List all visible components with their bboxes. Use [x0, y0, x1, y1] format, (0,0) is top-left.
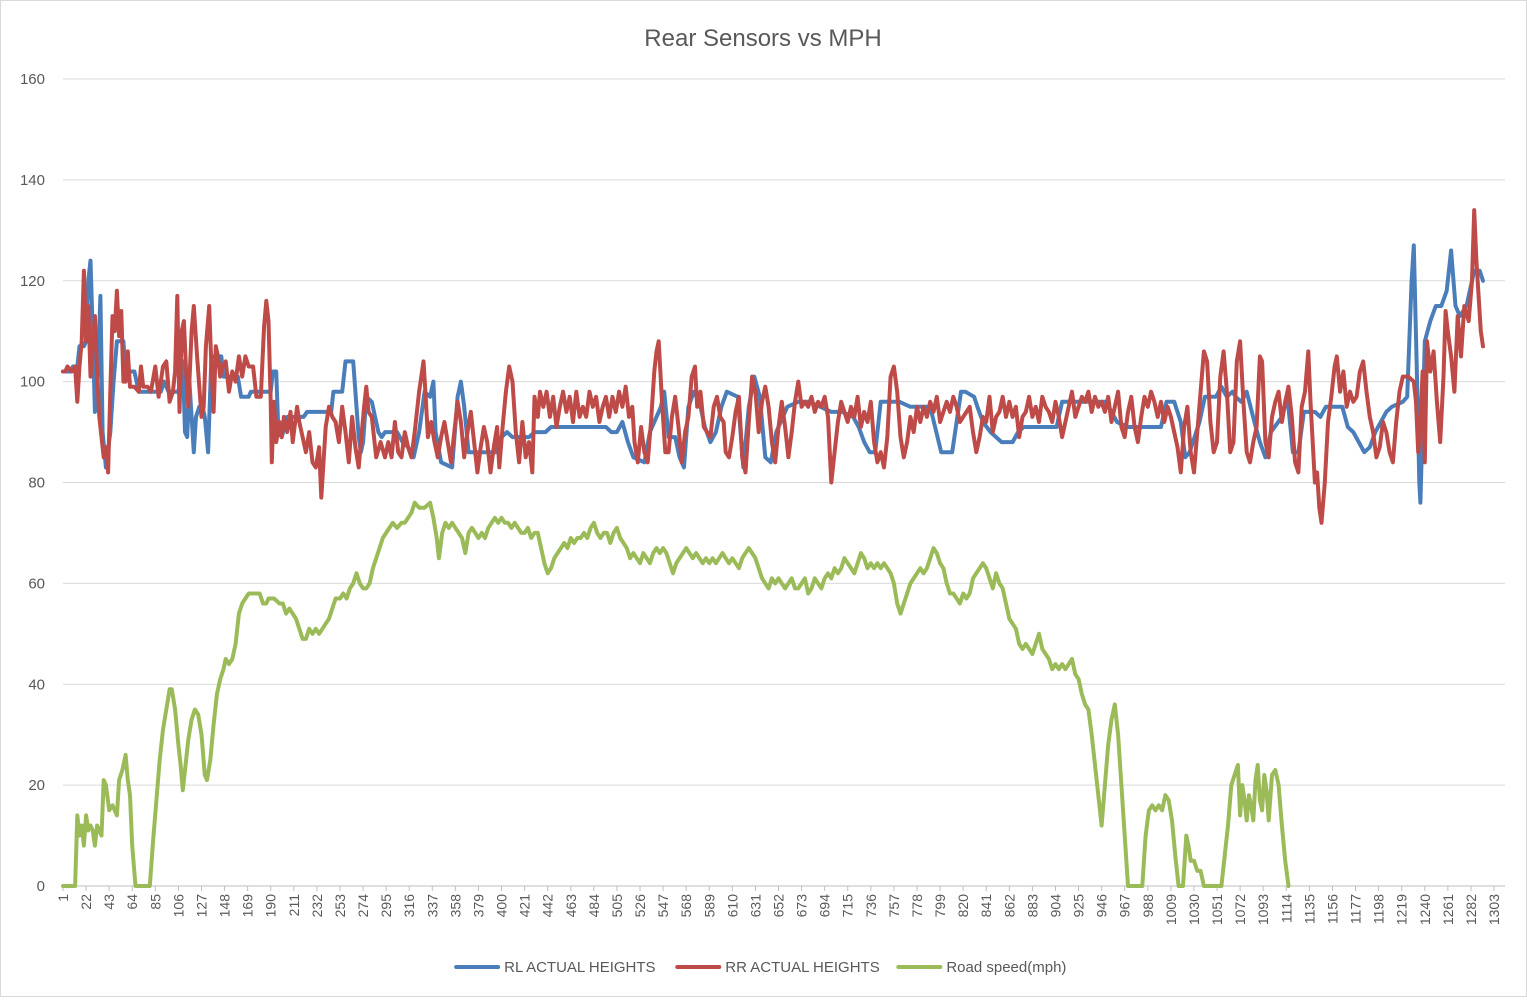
x-tick-label: 967: [1117, 894, 1133, 918]
x-tick-label: 1198: [1371, 894, 1387, 924]
x-tick-label: 1051: [1209, 894, 1225, 925]
x-tick-label: 799: [932, 894, 948, 918]
legend-label-2: RR ACTUAL HEIGHTS: [725, 959, 879, 976]
x-tick-label: 694: [817, 894, 833, 918]
legend: RL ACTUAL HEIGHTS RR ACTUAL HEIGHTS Road s…: [454, 959, 1066, 976]
series-line-2: [61, 208, 1485, 525]
x-tick-label: 421: [517, 894, 533, 918]
x-tick-label: 1219: [1394, 894, 1410, 925]
y-tick-label: 100: [20, 374, 45, 391]
legend-label-3: Road speed(mph): [946, 959, 1066, 976]
y-axis-ticks: 0 20 40 60 80 100 120 140 160: [20, 71, 45, 895]
x-tick-label: 610: [724, 894, 740, 918]
x-tick-label: 400: [494, 894, 510, 918]
x-tick-label: 22: [78, 894, 94, 910]
x-tick-label: 232: [309, 894, 325, 918]
x-tick-label: 442: [540, 894, 556, 918]
x-tick-label: 547: [655, 894, 671, 918]
chart-title: Rear Sensors vs MPH: [644, 25, 881, 52]
y-tick-label: 140: [20, 172, 45, 189]
x-tick-label: 64: [124, 894, 140, 910]
series-line-3: [61, 500, 1291, 888]
x-tick-label: 127: [193, 894, 209, 918]
x-tick-label: 463: [563, 894, 579, 918]
x-tick-label: 1135: [1301, 894, 1317, 924]
y-tick-label: 160: [20, 71, 45, 88]
x-tick-label: 106: [170, 894, 186, 918]
x-tick-label: 631: [747, 894, 763, 918]
x-tick-label: 715: [840, 894, 856, 918]
x-tick-label: 1177: [1348, 894, 1364, 924]
x-tick-label: 673: [794, 894, 810, 918]
x-tick-label: 379: [470, 894, 486, 918]
x-tick-label: 904: [1047, 894, 1063, 918]
x-tick-label: 1030: [1186, 894, 1202, 925]
x-tick-label: 484: [586, 894, 602, 918]
x-tick-label: 736: [863, 894, 879, 918]
legend-label-1: RL ACTUAL HEIGHTS: [504, 959, 655, 976]
x-tick-label: 1240: [1417, 894, 1433, 925]
x-tick-label: 316: [401, 894, 417, 918]
x-tick-label: 820: [955, 894, 971, 918]
x-tick-label: 85: [147, 894, 163, 910]
x-tick-label: 1156: [1324, 894, 1340, 924]
x-tick-label: 337: [424, 894, 440, 918]
x-tick-label: 43: [101, 894, 117, 910]
y-tick-label: 20: [28, 777, 45, 794]
y-tick-label: 40: [28, 676, 45, 693]
x-tick-label: 253: [332, 894, 348, 918]
x-tick-label: 505: [609, 894, 625, 918]
x-tick-label: 883: [1024, 894, 1040, 918]
x-tick-label: 589: [701, 894, 717, 918]
x-tick-label: 1072: [1232, 894, 1248, 925]
y-tick-label: 80: [28, 475, 45, 492]
x-tick-label: 190: [263, 894, 279, 918]
x-tick-label: 988: [1140, 894, 1156, 918]
x-tick-label: 1009: [1163, 894, 1179, 925]
y-tick-label: 0: [37, 878, 45, 895]
x-tick-label: 862: [1001, 894, 1017, 918]
x-tick-label: 568: [678, 894, 694, 918]
x-tick-label: 358: [447, 894, 463, 918]
x-tick-label: 295: [378, 894, 394, 918]
x-tick-label: 211: [286, 894, 302, 917]
x-tick-label: 841: [978, 894, 994, 918]
x-tick-label: 169: [240, 894, 256, 918]
x-tick-label: 652: [771, 894, 787, 918]
x-tick-label: 778: [909, 894, 925, 918]
y-tick-label: 60: [28, 575, 45, 592]
x-axis: 1 22 43 64 85 106 127 148 169 190 211 232 253 274 295 3…: [55, 885, 1505, 925]
x-tick-label: 148: [217, 894, 233, 918]
x-tick-label: 1282: [1463, 894, 1479, 925]
y-tick-label: 120: [20, 273, 45, 290]
x-tick-label: 1: [55, 894, 71, 902]
x-tick-label: 946: [1094, 894, 1110, 918]
x-tick-label: 274: [355, 894, 371, 918]
x-tick-label: 925: [1071, 894, 1087, 918]
series-lines: [61, 208, 1485, 888]
x-tick-label: 1114: [1278, 894, 1294, 923]
x-tick-label: 1261: [1440, 894, 1456, 925]
x-tick-label: 526: [632, 894, 648, 918]
x-tick-label: 1303: [1486, 894, 1502, 925]
x-tick-label: 1093: [1255, 894, 1271, 925]
series-line-1: [61, 243, 1485, 505]
x-tick-label: 757: [886, 894, 902, 918]
